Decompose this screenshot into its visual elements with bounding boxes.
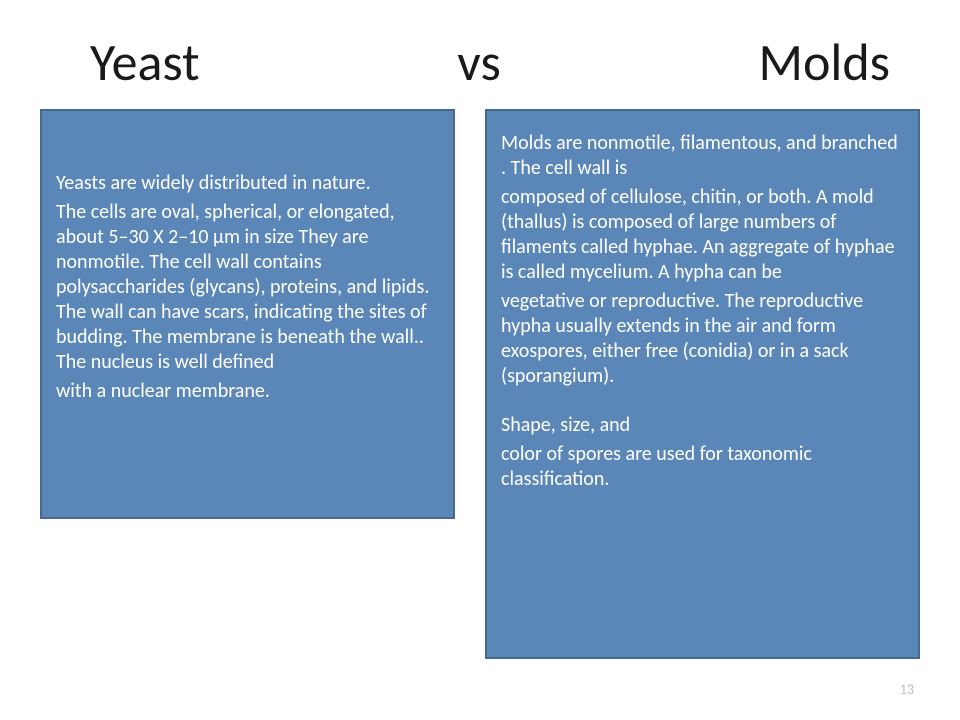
title-vs: vs xyxy=(457,30,501,94)
yeast-text-line: The cells are oval, spherical, or elonga… xyxy=(56,200,439,375)
yeast-panel: Yeasts are widely distributed in nature.… xyxy=(40,109,455,519)
molds-text-line: color of spores are used for taxonomic c… xyxy=(501,442,904,492)
yeast-text-line: with a nuclear membrane. xyxy=(56,379,439,404)
title-yeast: Yeast xyxy=(90,30,200,94)
paragraph-gap xyxy=(501,393,904,413)
slide-title-row: Yeast vs Molds xyxy=(0,0,960,109)
molds-panel: Molds are nonmotile, filamentous, and br… xyxy=(485,109,920,659)
title-molds: Molds xyxy=(759,30,890,94)
yeast-text-line: Yeasts are widely distributed in nature. xyxy=(56,171,439,196)
molds-text-line: Shape, size, and xyxy=(501,413,904,438)
content-columns: Yeasts are widely distributed in nature.… xyxy=(0,109,960,659)
page-number: 13 xyxy=(900,681,914,698)
molds-text-line: Molds are nonmotile, filamentous, and br… xyxy=(501,131,904,181)
molds-text-line: vegetative or reproductive. The reproduc… xyxy=(501,289,904,389)
molds-text-line: composed of cellulose, chitin, or both. … xyxy=(501,185,904,285)
